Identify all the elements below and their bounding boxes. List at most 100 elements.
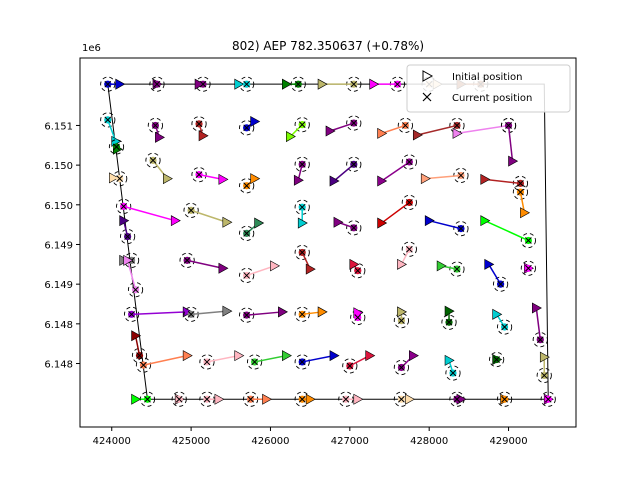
turbine [239, 260, 281, 284]
turbine-spacing-circle [120, 228, 136, 245]
turbine [484, 258, 509, 292]
turbine-current-marker [525, 264, 532, 272]
turbine-current-marker [354, 314, 362, 321]
turbine [420, 167, 469, 185]
turbine-initial-marker [444, 305, 455, 317]
turbine-spacing-circle [496, 319, 513, 335]
turbine-spacing-circle [393, 359, 410, 376]
turbine-spacing-circle [171, 391, 187, 407]
turbine-spacing-circle [441, 314, 457, 330]
turbine-initial-marker [305, 263, 316, 275]
turbine-initial-marker [409, 350, 419, 362]
turbine-move-line [254, 354, 287, 363]
legend-current-marker [422, 92, 432, 102]
turbine-current-marker [457, 172, 465, 179]
turbine-initial-marker [484, 258, 495, 270]
turbine [109, 171, 128, 187]
turbine-move-line [329, 122, 355, 132]
turbine [100, 76, 126, 92]
turbine-current-marker [175, 395, 183, 403]
y-tick-label: 6.148 [44, 320, 73, 331]
turbine-move-line [484, 219, 529, 242]
turbine [294, 391, 316, 407]
turbine-initial-marker [162, 173, 173, 185]
turbine-current-marker [453, 122, 461, 129]
turbine [293, 156, 310, 186]
turbine-spacing-circle [350, 263, 366, 279]
turbine-initial-marker [214, 393, 225, 405]
turbine-initial-marker [262, 393, 273, 405]
turbine-current-marker [298, 203, 306, 211]
turbine-move-line [302, 354, 335, 363]
turbine-initial-marker [377, 175, 388, 187]
turbine [342, 350, 376, 374]
turbine [286, 117, 310, 143]
turbine-current-marker [243, 230, 251, 237]
turbine-spacing-circle [294, 354, 310, 370]
turbine-initial-marker [254, 217, 265, 229]
turbine-move-line [429, 219, 462, 230]
turbine-spacing-circle [453, 221, 469, 237]
turbine-current-marker [199, 80, 207, 88]
turbine-move-line [246, 311, 283, 316]
turbine-initial-marker [234, 78, 245, 90]
turbine-spacing-circle [512, 175, 529, 191]
legend-current-label: Current position [452, 93, 532, 104]
turbine [108, 139, 125, 155]
turbine-spacing-circle [393, 313, 410, 329]
turbine [333, 216, 362, 236]
turbine-current-marker [140, 361, 147, 369]
turbine-initial-marker [317, 78, 328, 90]
turbine-initial-marker [198, 130, 209, 142]
turbine [540, 391, 556, 407]
x-tick-label: 426000 [251, 436, 289, 447]
turbine-initial-marker [349, 258, 360, 270]
turbine-current-marker [243, 272, 251, 279]
turbine-spacing-circle [246, 354, 263, 370]
turbine-current-marker [243, 311, 251, 319]
axes-frame [79, 57, 577, 428]
turbine-current-marker [517, 188, 524, 196]
turbine [145, 152, 173, 185]
turbine-current-marker [497, 280, 504, 288]
turbine-initial-marker [492, 308, 503, 320]
y-tick-label: 6.148 [44, 360, 73, 371]
turbine-move-line [381, 124, 406, 135]
turbine-spacing-circle [294, 156, 310, 172]
turbine [492, 308, 513, 335]
turbine-spacing-circle [239, 178, 255, 194]
turbine-current-marker [187, 310, 195, 318]
turbine-spacing-circle [350, 309, 366, 326]
turbine-initial-marker [270, 260, 281, 272]
y-tick-label: 6.150 [44, 201, 73, 212]
turbine-current-marker [457, 225, 465, 232]
turbine-initial-marker [420, 173, 431, 185]
turbine [183, 305, 233, 322]
turbine-initial-marker [286, 131, 296, 143]
turbine [424, 215, 469, 237]
turbine-current-marker [298, 160, 306, 168]
turbine [500, 117, 519, 167]
turbine-current-marker [104, 80, 112, 88]
turbine [393, 306, 410, 329]
turbine-move-line [488, 263, 502, 285]
turbine-spacing-circle [191, 167, 207, 183]
turbine-initial-marker [250, 115, 261, 127]
turbine-current-marker [298, 249, 306, 256]
turbine-initial-marker [119, 215, 130, 227]
turbine-move-line [190, 209, 228, 223]
turbine-spacing-circle [145, 152, 161, 168]
turbine-initial-marker [250, 173, 261, 185]
turbine [436, 260, 465, 277]
turbine-current-marker [104, 116, 112, 124]
turbine-spacing-circle [397, 117, 413, 134]
turbine-spacing-circle [239, 267, 255, 284]
turbine-current-marker [183, 257, 191, 264]
turbine-spacing-circle [532, 332, 548, 348]
turbine-initial-marker [405, 393, 415, 405]
turbine-current-marker [153, 80, 161, 88]
turbine-initial-marker [329, 350, 340, 362]
turbine-current-marker [350, 160, 358, 168]
turbine-current-marker [505, 122, 512, 129]
